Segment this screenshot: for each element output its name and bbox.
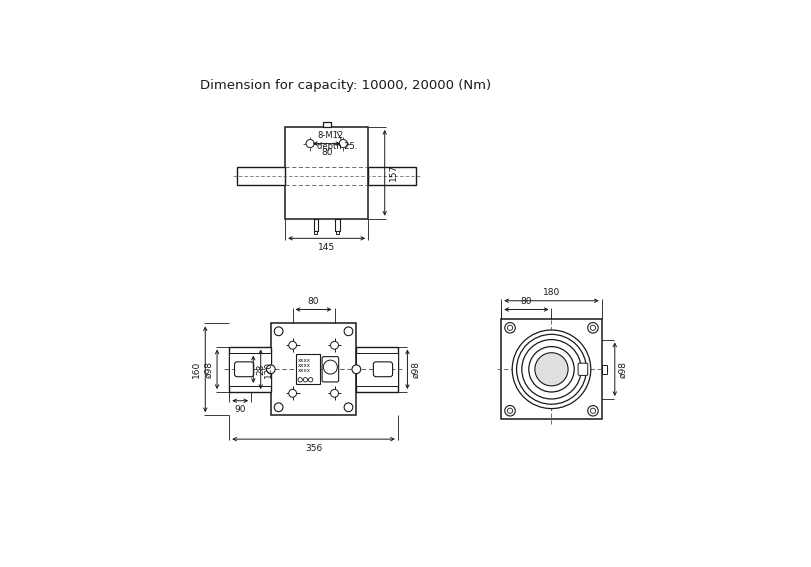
Bar (313, 219, 318, 231)
Circle shape (274, 403, 283, 412)
Text: xxxx: xxxx (298, 368, 311, 373)
Bar (367, 167, 416, 185)
Circle shape (504, 323, 515, 333)
Circle shape (306, 139, 314, 147)
Bar (356, 353, 397, 386)
Circle shape (534, 353, 568, 386)
FancyBboxPatch shape (373, 362, 392, 376)
Circle shape (590, 325, 594, 331)
Circle shape (512, 330, 590, 409)
Text: xxxx: xxxx (298, 358, 311, 363)
Circle shape (330, 390, 338, 397)
Text: 80: 80 (307, 297, 319, 306)
Circle shape (507, 408, 512, 413)
Text: ø98: ø98 (617, 361, 627, 378)
Circle shape (303, 378, 307, 382)
Circle shape (504, 405, 515, 416)
Text: 160: 160 (191, 361, 200, 378)
Bar (229, 346, 270, 392)
Circle shape (516, 335, 586, 404)
Bar (229, 353, 270, 386)
Text: 157: 157 (388, 164, 397, 181)
Bar (335, 219, 339, 231)
Text: 28: 28 (256, 363, 265, 375)
Circle shape (339, 139, 347, 147)
Bar (322, 122, 330, 127)
Bar (601, 365, 606, 374)
Circle shape (323, 360, 337, 374)
Bar (336, 231, 338, 234)
Circle shape (528, 346, 573, 392)
Circle shape (288, 341, 296, 349)
Text: 180: 180 (543, 288, 560, 297)
Text: 145: 145 (318, 243, 335, 252)
Circle shape (344, 327, 353, 336)
Circle shape (507, 325, 512, 331)
Bar (314, 231, 316, 234)
Circle shape (306, 139, 314, 147)
Circle shape (330, 341, 338, 349)
Circle shape (590, 408, 594, 413)
Bar (356, 346, 397, 392)
Circle shape (274, 327, 283, 336)
Text: 8-M12
depth 25.: 8-M12 depth 25. (316, 132, 357, 151)
Bar (500, 319, 601, 420)
Text: 90: 90 (234, 405, 246, 414)
Bar (285, 127, 367, 219)
Text: 80: 80 (520, 297, 531, 306)
Bar (296, 354, 320, 384)
Text: 80: 80 (320, 149, 332, 158)
Bar (270, 323, 356, 415)
Circle shape (351, 365, 360, 374)
Bar (237, 167, 285, 185)
Circle shape (308, 378, 312, 382)
Circle shape (587, 405, 598, 416)
FancyBboxPatch shape (322, 357, 338, 382)
Text: 356: 356 (305, 444, 322, 453)
Text: xxxx: xxxx (298, 363, 311, 368)
Text: ø98: ø98 (204, 361, 213, 378)
FancyBboxPatch shape (577, 363, 587, 375)
Circle shape (298, 378, 302, 382)
Circle shape (521, 340, 581, 399)
FancyBboxPatch shape (234, 362, 253, 376)
Text: Dimension for capacity: 10000, 20000 (Nm): Dimension for capacity: 10000, 20000 (Nm… (200, 79, 491, 92)
Circle shape (587, 323, 598, 333)
Circle shape (339, 139, 347, 147)
Text: ø98: ø98 (410, 361, 419, 378)
Circle shape (344, 403, 353, 412)
Circle shape (288, 390, 296, 397)
Text: 120: 120 (264, 361, 272, 378)
Circle shape (266, 365, 275, 374)
